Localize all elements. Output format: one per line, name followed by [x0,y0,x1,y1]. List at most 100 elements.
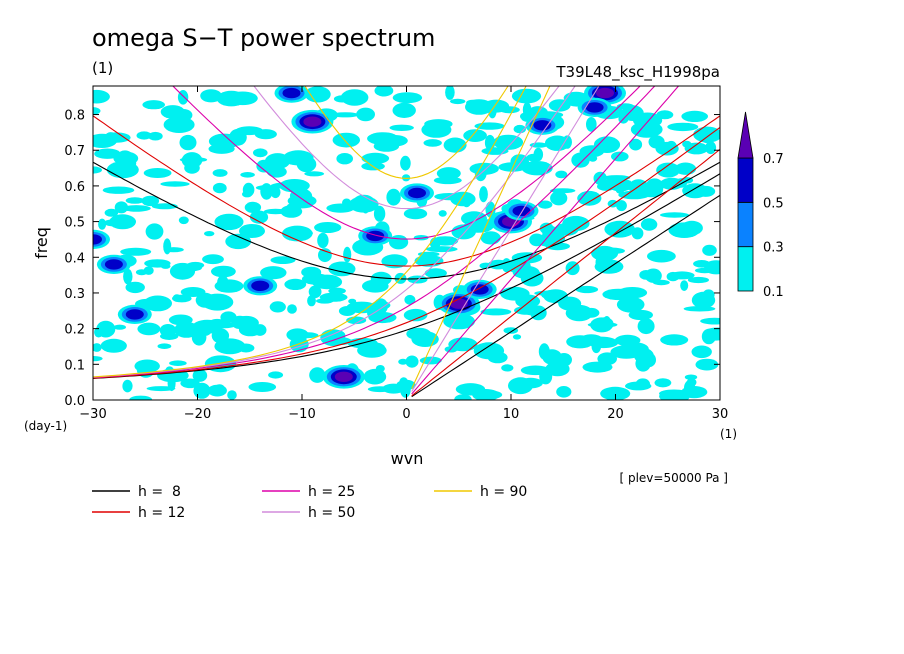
x-tick-label: −30 [79,407,106,422]
contour-speckle [125,281,145,294]
legend: h = 8 h = 12 h = 25 h = 50 h = 90 [92,484,527,521]
contour-speckle [239,224,265,238]
contour-speckle [181,264,202,272]
contour-patch [303,116,322,127]
colorbar-label: 0.3 [763,241,784,256]
curve-kelvin-h90 [411,86,551,389]
colorbar: 0.1 0.3 0.5 0.7 [737,111,784,300]
contour-speckle [480,390,503,399]
contour-speckle [646,178,663,193]
contour-speckle [575,285,599,294]
contour-speckle [644,268,662,283]
contour-speckle [602,316,611,329]
contour-patch [512,205,531,217]
contour-speckle [100,338,127,353]
contour-speckle [674,162,697,175]
contour-speckle [326,203,355,213]
contour-speckle [242,182,255,197]
contour-speckle [284,278,307,290]
contour-speckle [693,260,711,268]
contour-speckle [586,117,597,132]
contour-speckle [512,334,522,340]
contour-speckle [455,383,486,396]
contour-speckle [550,188,576,194]
x-axis-title: wvn [391,449,424,468]
contour-speckle [163,116,195,133]
y-tick-label: 0.2 [64,323,85,338]
contour-speckle [143,168,172,178]
contour-speckle [240,172,255,178]
x-axis-ticks: −30 −20 −10 0 10 20 30 [79,86,728,422]
contour-speckle [702,244,717,256]
contour-speckle [667,122,699,132]
x-tick-label: 30 [712,407,729,422]
contour-speckle [244,201,262,213]
contour-speckle [136,131,152,140]
contour-speckle [93,107,101,115]
colorbar-extend-triangle [737,111,754,159]
contour-speckle [157,343,172,350]
contour-speckle [701,328,717,345]
legend-label: h = 25 [308,484,355,500]
contour-speckle [331,112,359,118]
contour-speckle [637,318,655,335]
contour-speckle [389,124,414,131]
contour-speckle [407,275,428,284]
contour-speckle [308,285,322,299]
contour-speckle [635,378,650,390]
x-tick-label: 0 [402,407,410,422]
contour-speckle [443,137,467,153]
contour-speckle [163,247,184,253]
contour-speckle [318,248,332,263]
contour-speckle [405,355,419,368]
contour-speckle [463,129,487,143]
contour-speckle [145,223,164,240]
contour-speckle [695,358,719,371]
y-tick-label: 0.8 [64,109,85,124]
contour-speckle [666,271,680,282]
dispersion-curves [93,86,720,398]
contour-speckle [659,389,689,398]
contour-speckle [562,215,590,232]
contour-speckle [192,319,223,334]
contour-speckle [381,135,408,147]
contour-speckle [333,95,351,103]
contour-speckle [539,368,553,385]
contour-speckle [180,378,200,389]
contour-speckle [371,301,391,310]
contour-speckle [399,377,409,388]
contour-patch [470,284,489,295]
contour-speckle [539,222,554,234]
contour-speckle [392,92,423,104]
contour-speckle [192,369,208,382]
colorbar-label: 0.1 [763,285,784,300]
contour-speckle [287,202,313,209]
colorbar-segment [737,246,754,292]
contour-speckle [642,219,655,230]
contour-speckle [616,200,627,212]
contour-speckle [93,343,102,352]
contour-speckle [160,181,190,187]
level-note: [ plev=50000 Pa ] [619,471,728,485]
contour-speckle [214,279,244,293]
contour-speckle [338,306,356,316]
contour-speckle [101,132,131,143]
contour-patch [334,371,353,382]
contour-speckle [202,254,224,265]
contour-speckle [508,377,533,395]
x-tick-label: 10 [503,407,520,422]
contour-speckle [211,265,236,278]
contour-speckle [328,261,356,277]
contour-speckle [93,166,102,174]
y-tick-label: 0.1 [64,358,85,373]
contour-speckle [141,195,160,207]
contour-speckle [400,155,411,171]
legend-label: h = 12 [138,505,185,521]
y-axis-title: freq [32,227,51,259]
contour-patch [104,259,123,270]
contour-speckle [473,342,505,360]
contour-patch [125,309,144,320]
curve-kelvin-h8 [411,194,720,398]
spectrum-contours [93,86,720,400]
